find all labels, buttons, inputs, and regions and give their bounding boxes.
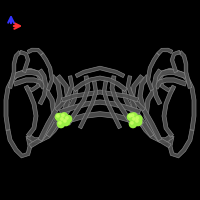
Circle shape	[64, 120, 66, 122]
Polygon shape	[24, 85, 38, 137]
Circle shape	[130, 113, 137, 120]
Circle shape	[131, 116, 139, 124]
Circle shape	[134, 118, 142, 126]
Circle shape	[55, 113, 63, 121]
Circle shape	[136, 120, 138, 122]
Circle shape	[62, 118, 70, 126]
Polygon shape	[38, 69, 48, 105]
Circle shape	[62, 114, 64, 117]
Polygon shape	[168, 130, 194, 158]
Polygon shape	[41, 53, 54, 91]
Polygon shape	[154, 69, 187, 81]
Polygon shape	[57, 112, 143, 126]
Circle shape	[60, 113, 68, 120]
Circle shape	[66, 117, 68, 119]
Polygon shape	[162, 85, 176, 137]
Circle shape	[64, 115, 72, 123]
Polygon shape	[78, 80, 98, 129]
Circle shape	[57, 115, 59, 117]
Circle shape	[61, 118, 63, 120]
Polygon shape	[4, 70, 25, 130]
Polygon shape	[66, 76, 90, 125]
Polygon shape	[46, 75, 70, 137]
Polygon shape	[73, 76, 127, 92]
Polygon shape	[158, 68, 177, 92]
Circle shape	[135, 115, 142, 123]
Polygon shape	[13, 78, 46, 89]
Polygon shape	[126, 76, 145, 111]
Polygon shape	[61, 90, 139, 102]
Polygon shape	[8, 51, 21, 88]
Circle shape	[127, 113, 135, 121]
Polygon shape	[55, 76, 74, 111]
Polygon shape	[170, 50, 181, 73]
Polygon shape	[138, 75, 162, 141]
Polygon shape	[75, 66, 125, 78]
Polygon shape	[27, 123, 60, 142]
Circle shape	[59, 122, 61, 124]
Polygon shape	[157, 48, 173, 55]
Polygon shape	[59, 100, 141, 114]
Polygon shape	[23, 68, 42, 92]
Circle shape	[131, 122, 133, 124]
Polygon shape	[27, 48, 43, 55]
Polygon shape	[130, 75, 154, 137]
Polygon shape	[38, 75, 62, 141]
Circle shape	[59, 116, 67, 124]
Polygon shape	[110, 76, 134, 125]
Polygon shape	[19, 50, 30, 73]
Circle shape	[129, 120, 137, 128]
Polygon shape	[144, 89, 171, 148]
Circle shape	[133, 118, 135, 120]
Polygon shape	[29, 89, 56, 148]
Polygon shape	[102, 80, 122, 129]
Polygon shape	[146, 53, 159, 91]
Polygon shape	[6, 130, 32, 158]
Polygon shape	[179, 51, 192, 88]
Polygon shape	[140, 123, 173, 142]
Polygon shape	[122, 90, 144, 125]
Circle shape	[57, 120, 65, 128]
Polygon shape	[175, 70, 196, 130]
Polygon shape	[13, 69, 46, 81]
Circle shape	[136, 117, 139, 119]
Polygon shape	[154, 78, 187, 89]
Polygon shape	[152, 69, 162, 105]
Polygon shape	[56, 90, 78, 125]
Circle shape	[129, 115, 131, 117]
Circle shape	[131, 114, 134, 117]
